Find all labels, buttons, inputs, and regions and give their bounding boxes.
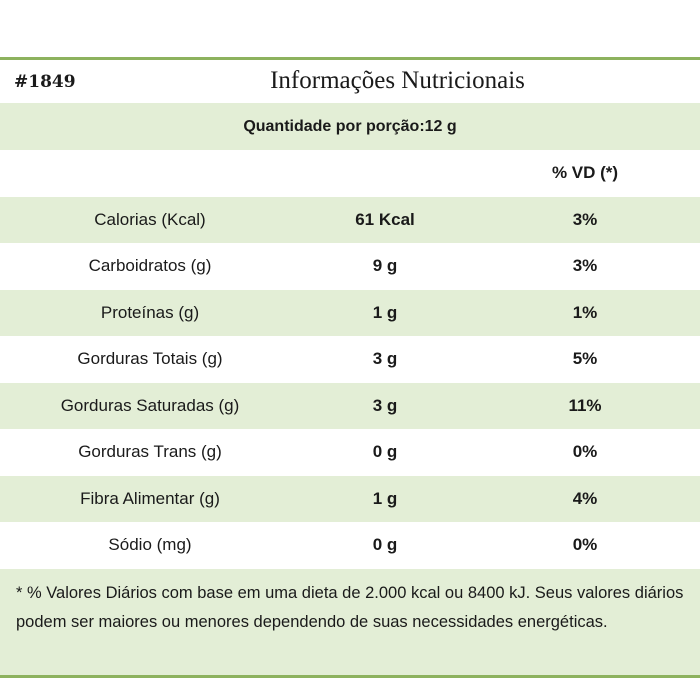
nutrient-name: Fibra Alimentar (g) <box>80 488 220 508</box>
nutrient-qty: 0 g <box>372 535 398 555</box>
nutrient-qty: 1 g <box>372 488 398 508</box>
nutrient-vd: 4% <box>572 488 598 508</box>
nutrient-qty: 0 g <box>372 442 398 462</box>
table-row: Calorias (Kcal) 61 Kcal 3% <box>0 196 700 243</box>
table-row: Carboidratos (g) 9 g 3% <box>0 243 700 290</box>
table-row: Sódio (mg) 0 g 0% <box>0 522 700 569</box>
table-row: Gorduras Trans (g) 0 g 0% <box>0 429 700 476</box>
nutrient-qty: 61 Kcal <box>355 209 415 229</box>
column-header-row: % VD (*) <box>0 150 700 197</box>
table-row: Fibra Alimentar (g) 1 g 4% <box>0 475 700 522</box>
nutrition-table: #1849 Informações Nutricionais Quantidad… <box>0 57 700 678</box>
nutrient-qty: 3 g <box>372 395 398 415</box>
nutrient-qty: 3 g <box>372 349 398 369</box>
table-row: Gorduras Saturadas (g) 3 g 11% <box>0 382 700 429</box>
nutrient-name: Carboidratos (g) <box>88 256 212 276</box>
table-row: Proteínas (g) 1 g 1% <box>0 289 700 336</box>
table-title: Informações Nutricionais <box>270 67 525 94</box>
nutrient-vd: 5% <box>572 349 598 369</box>
nutrient-name: Proteínas (g) <box>100 302 200 322</box>
table-row: Gorduras Totais (g) 3 g 5% <box>0 336 700 383</box>
nutrient-vd: 0% <box>572 535 598 555</box>
nutrient-qty: 9 g <box>372 256 398 276</box>
nutrient-name: Gorduras Totais (g) <box>77 349 223 369</box>
nutrient-vd: 0% <box>572 442 598 462</box>
product-code: #1849 <box>14 72 76 92</box>
serving-size: Quantidade por porção:12 g <box>0 103 700 150</box>
title-row: #1849 Informações Nutricionais <box>0 60 700 103</box>
nutrient-name: Sódio (mg) <box>108 535 192 555</box>
footnote: * % Valores Diários com base em uma diet… <box>0 568 700 675</box>
nutrient-qty: 1 g <box>372 302 398 322</box>
nutrient-vd: 3% <box>572 256 598 276</box>
nutrient-name: Gorduras Saturadas (g) <box>60 395 240 415</box>
nutrient-name: Calorias (Kcal) <box>94 209 206 229</box>
nutrient-vd: 11% <box>568 395 602 415</box>
vd-header: % VD (*) <box>551 163 619 183</box>
nutrient-vd: 3% <box>572 209 598 229</box>
nutrient-name: Gorduras Trans (g) <box>78 442 222 462</box>
nutrient-vd: 1% <box>572 302 598 322</box>
